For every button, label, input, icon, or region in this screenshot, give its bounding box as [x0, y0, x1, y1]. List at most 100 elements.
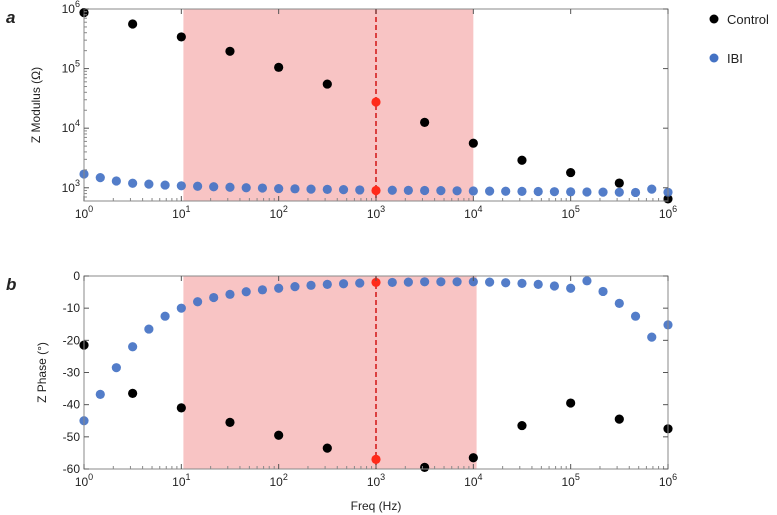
- x-tick-label: 101: [172, 204, 190, 221]
- point-control: [517, 155, 527, 165]
- y-tick-label: -50: [63, 430, 81, 444]
- point-ibi: [387, 185, 397, 195]
- point-ibi: [144, 179, 154, 189]
- y-tick-label: 103: [62, 178, 80, 195]
- point-ibi: [225, 289, 235, 299]
- point-marker: [371, 97, 381, 107]
- x-tick-label: 104: [464, 204, 482, 221]
- point-ibi: [501, 186, 511, 196]
- point-ibi: [598, 286, 608, 297]
- point-ibi: [630, 311, 641, 321]
- point-ibi: [647, 332, 657, 342]
- point-ibi: [566, 187, 576, 197]
- point-ibi: [241, 287, 251, 297]
- panel-a-letter: a: [6, 8, 15, 27]
- x-tick-label: 100: [75, 204, 93, 221]
- panel-a-y-axis-label: Z Modulus (Ω): [29, 67, 43, 143]
- legend: Control IBI: [709, 12, 769, 66]
- panel-b-x-axis-label: Freq (Hz): [351, 499, 402, 513]
- point-marker: [371, 185, 381, 196]
- legend-marker-control: [709, 14, 719, 24]
- point-ibi: [517, 186, 527, 196]
- point-ibi: [128, 178, 138, 188]
- point-ibi: [274, 183, 284, 194]
- point-control: [322, 443, 332, 453]
- panel-a-highlight-band: [183, 9, 474, 201]
- y-tick-label: -20: [63, 333, 81, 347]
- point-ibi: [257, 285, 268, 295]
- point-ibi: [160, 311, 170, 321]
- point-ibi: [468, 277, 478, 287]
- y-tick-label: -30: [63, 366, 81, 380]
- point-ibi: [274, 283, 284, 293]
- y-tick-label: -60: [63, 462, 81, 476]
- point-ibi: [209, 182, 219, 192]
- point-ibi: [549, 281, 560, 291]
- point-ibi: [225, 182, 235, 192]
- point-ibi: [322, 279, 332, 289]
- point-ibi: [403, 185, 413, 195]
- point-ibi: [387, 277, 397, 288]
- x-tick-label: 104: [464, 472, 482, 489]
- point-control: [128, 19, 138, 29]
- point-ibi: [614, 298, 624, 308]
- point-ibi: [549, 187, 560, 197]
- point-marker: [371, 454, 381, 464]
- point-ibi: [501, 278, 511, 288]
- point-ibi: [209, 292, 219, 303]
- point-control: [225, 46, 235, 56]
- point-ibi: [582, 276, 592, 286]
- point-control: [566, 167, 576, 178]
- point-ibi: [598, 187, 608, 197]
- point-ibi: [306, 184, 316, 194]
- point-control: [566, 398, 576, 408]
- point-ibi: [338, 185, 349, 195]
- point-control: [176, 32, 186, 42]
- panel-b-letter: b: [6, 275, 16, 294]
- y-tick-label: -10: [63, 301, 81, 315]
- x-tick-label: 105: [561, 204, 579, 221]
- point-ibi: [614, 187, 624, 197]
- point-ibi: [452, 277, 462, 287]
- point-ibi: [582, 187, 592, 197]
- point-control: [322, 79, 332, 89]
- point-control: [614, 178, 624, 188]
- panel-b: 100 101 102 103 104 105 106 0 -10 -20 -30 -40 -50 -60…: [6, 269, 677, 513]
- panel-a: 100 101 102 103 104 105 106 103 104 105 106 Z Modu…: [6, 0, 677, 221]
- point-ibi: [420, 277, 430, 287]
- point-control: [225, 417, 235, 427]
- point-ibi: [176, 303, 186, 313]
- point-ibi: [355, 278, 365, 288]
- point-ibi: [485, 186, 495, 196]
- panel-b-highlight-band: [183, 276, 477, 469]
- legend-label-ibi: IBI: [727, 51, 743, 66]
- y-tick-label: 106: [62, 0, 80, 16]
- point-ibi: [533, 186, 543, 197]
- point-ibi: [306, 280, 316, 290]
- x-tick-label: 103: [367, 472, 385, 489]
- x-tick-label: 106: [659, 204, 677, 221]
- point-ibi: [193, 181, 203, 191]
- x-tick-label: 103: [367, 204, 385, 221]
- point-control: [176, 403, 186, 413]
- point-ibi: [436, 186, 446, 196]
- point-ibi: [355, 185, 365, 195]
- point-ibi: [485, 277, 495, 287]
- panel-b-y-axis-label: Z Phase (°): [35, 342, 49, 403]
- point-control: [517, 420, 527, 431]
- point-ibi: [241, 183, 251, 193]
- y-tick-label: 0: [73, 269, 80, 283]
- point-ibi: [436, 277, 446, 287]
- point-ibi: [420, 185, 430, 196]
- point-ibi: [647, 184, 657, 194]
- point-ibi: [468, 186, 478, 196]
- point-ibi: [95, 173, 105, 183]
- x-tick-label: 105: [561, 472, 579, 489]
- point-control: [614, 414, 624, 424]
- legend-marker-ibi: [709, 53, 719, 63]
- point-ibi: [95, 389, 105, 399]
- legend-label-control: Control: [727, 12, 769, 27]
- x-tick-label: 102: [269, 472, 287, 489]
- x-tick-label: 101: [172, 472, 190, 489]
